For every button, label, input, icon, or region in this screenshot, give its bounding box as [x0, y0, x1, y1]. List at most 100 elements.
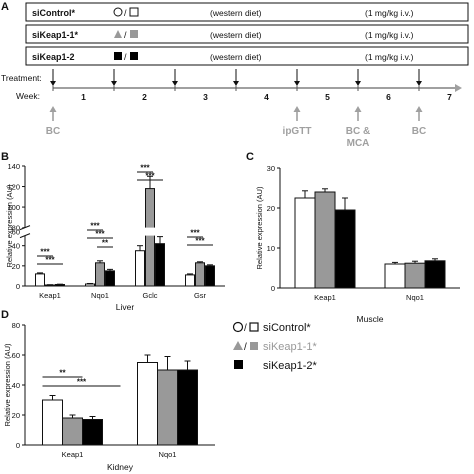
- treatment-arrow-1-head: [50, 81, 56, 86]
- legend-slash: /: [244, 323, 247, 334]
- panel-b-xtick-label-keap1: Keap1: [39, 291, 61, 300]
- group-dose-3: (1 mg/kg i.v.): [365, 52, 414, 62]
- panel-c-bar-keap1-2: [314, 191, 336, 289]
- panel-a-letter: A: [1, 1, 9, 13]
- panel-b-ytick-label: 140: [7, 162, 20, 171]
- panel-b-bar-nqo1-1: [85, 283, 95, 287]
- event-label-3: BC &: [346, 126, 370, 137]
- legend-square-grey: [130, 30, 138, 38]
- panel-b-xtick-label-nqo1: Nqo1: [91, 291, 109, 300]
- panel-b-axis-break-mask: [21, 227, 227, 236]
- panel-c-xtick-label-nqo1: Nqo1: [406, 293, 424, 302]
- panel-c-bar-nqo1-3: [424, 260, 446, 289]
- event-label-4: BC: [412, 126, 426, 137]
- panel-d-bar-keap1-3: [82, 419, 103, 446]
- legend-label-3: siKeap1-2*: [263, 360, 318, 372]
- group-name-1: siControl*: [32, 8, 75, 18]
- panel-b-ylabel: Relative expression (AU): [5, 184, 14, 267]
- treatment-arrow-6-head: [355, 81, 361, 86]
- panel-b-tissue-label: Liver: [116, 302, 135, 312]
- panel-c-bar-nqo1-1: [384, 263, 406, 289]
- panel-d-ylabel: Relative expression (AU): [3, 343, 12, 426]
- group-dose-1: (1 mg/kg i.v.): [365, 8, 414, 18]
- treatment-arrow-4-head: [233, 81, 239, 86]
- event-label-1: BC: [46, 126, 60, 137]
- panel-b-ytick-label: 40: [12, 242, 20, 251]
- panel-c-bar-keap1-3: [334, 209, 356, 289]
- sig-b-nqo1-3-stars: **: [102, 239, 109, 248]
- week-number-3: 3: [203, 92, 208, 102]
- sig-b-nqo1-1-stars: ***: [90, 222, 100, 231]
- group-diet-1: (western diet): [210, 8, 262, 18]
- panel-c-ytick-label: 30: [267, 164, 275, 173]
- panel-b-bar-gclc-3: [155, 243, 165, 287]
- week-label: Week:: [16, 91, 40, 101]
- panel-b-bar-gclc-1: [135, 250, 145, 287]
- panel-b-ytick-label: 100: [7, 203, 20, 212]
- panel-b-axis-break-mark: [19, 233, 31, 239]
- treatment-arrow-3-head: [172, 81, 178, 86]
- panel-d-bar-nqo1-3: [177, 369, 198, 446]
- week-number-2: 2: [142, 92, 147, 102]
- legend-circle-open: [113, 7, 123, 17]
- panel-b-ytick-label: 20: [12, 262, 20, 271]
- event-label-3: MCA: [347, 138, 370, 149]
- panel-b-ytick-label: 0: [16, 282, 20, 291]
- panel-b-bar-gsr-1: [185, 274, 195, 287]
- timeline-arrowhead: [455, 84, 462, 92]
- panel-b-bar-gsr-2: [195, 262, 205, 287]
- sig-b-gsr-1-stars: ***: [190, 229, 200, 238]
- panel-b-bar-keap1-3: [55, 283, 65, 287]
- panel-b-axis-break-mark: [19, 225, 31, 231]
- sig-b-gclc-2-stars: ***: [145, 172, 155, 181]
- legend-square-control: [249, 322, 259, 332]
- legend-triangle-keap1-1: [233, 341, 243, 350]
- legend-label-1: siControl*: [263, 322, 311, 334]
- panel-d-ytick-label: 20: [12, 411, 20, 420]
- event-arrow-1-head: [49, 106, 57, 112]
- legend-square-keap1-1: [250, 342, 258, 350]
- group-diet-3: (western diet): [210, 52, 262, 62]
- sig-b-gclc-1-stars: ***: [140, 164, 150, 173]
- panel-b-xtick-label-gclc: Gclc: [143, 291, 158, 300]
- treatment-arrow-5-head: [294, 81, 300, 86]
- group-diet-2: (western diet): [210, 30, 262, 40]
- legend-slash: /: [244, 342, 247, 353]
- panel-c-ytick-label: 0: [271, 284, 275, 293]
- panel-d-xtick-label-keap1: Keap1: [62, 450, 84, 459]
- panel-d-bar-nqo1-1: [137, 362, 158, 446]
- event-arrow-3-head: [354, 106, 362, 112]
- panel-d-bar-keap1-1: [42, 399, 63, 446]
- group-name-3: siKeap1-2: [32, 52, 75, 62]
- week-number-7: 7: [447, 92, 452, 102]
- panel-c-tissue-label: Muscle: [357, 314, 384, 324]
- legend-triangle-grey: [114, 30, 122, 38]
- panel-c-ylabel: Relative expression (AU): [255, 186, 264, 269]
- panel-d-tissue-label: Kidney: [107, 462, 134, 472]
- sig-b-keap1-2-stars: ***: [45, 256, 55, 265]
- treatment-arrow-7-head: [416, 81, 422, 86]
- panel-b-ytick-label: 60: [12, 228, 20, 237]
- panel-b-ytick-label: 80: [12, 224, 20, 233]
- legend-circle-control: [232, 321, 244, 333]
- panel-c-xtick-label-keap1: Keap1: [314, 293, 336, 302]
- group-box-3: [25, 46, 469, 66]
- legend-square-keap1-2: [234, 360, 243, 369]
- panel-b-bar-nqo1-3: [105, 270, 115, 287]
- panel-d-letter: D: [1, 309, 9, 321]
- group-box-2: [25, 24, 469, 44]
- sig-b-nqo1-2-stars: ***: [95, 230, 105, 239]
- event-label-2: ipGTT: [283, 126, 312, 137]
- panel-b-bar-gsr-3: [205, 265, 215, 287]
- event-arrow-2-head: [293, 106, 301, 112]
- panel-b-ytick-label: 120: [7, 183, 20, 192]
- week-number-6: 6: [386, 92, 391, 102]
- panel-c-bar-nqo1-2: [404, 262, 426, 289]
- panel-b-letter: B: [1, 151, 9, 163]
- event-arrow-4-head: [415, 106, 423, 112]
- week-number-1: 1: [81, 92, 86, 102]
- week-number-5: 5: [325, 92, 330, 102]
- panel-c-bar-keap1-1: [294, 197, 316, 289]
- sig-d-keap1-1-stars: **: [59, 369, 66, 378]
